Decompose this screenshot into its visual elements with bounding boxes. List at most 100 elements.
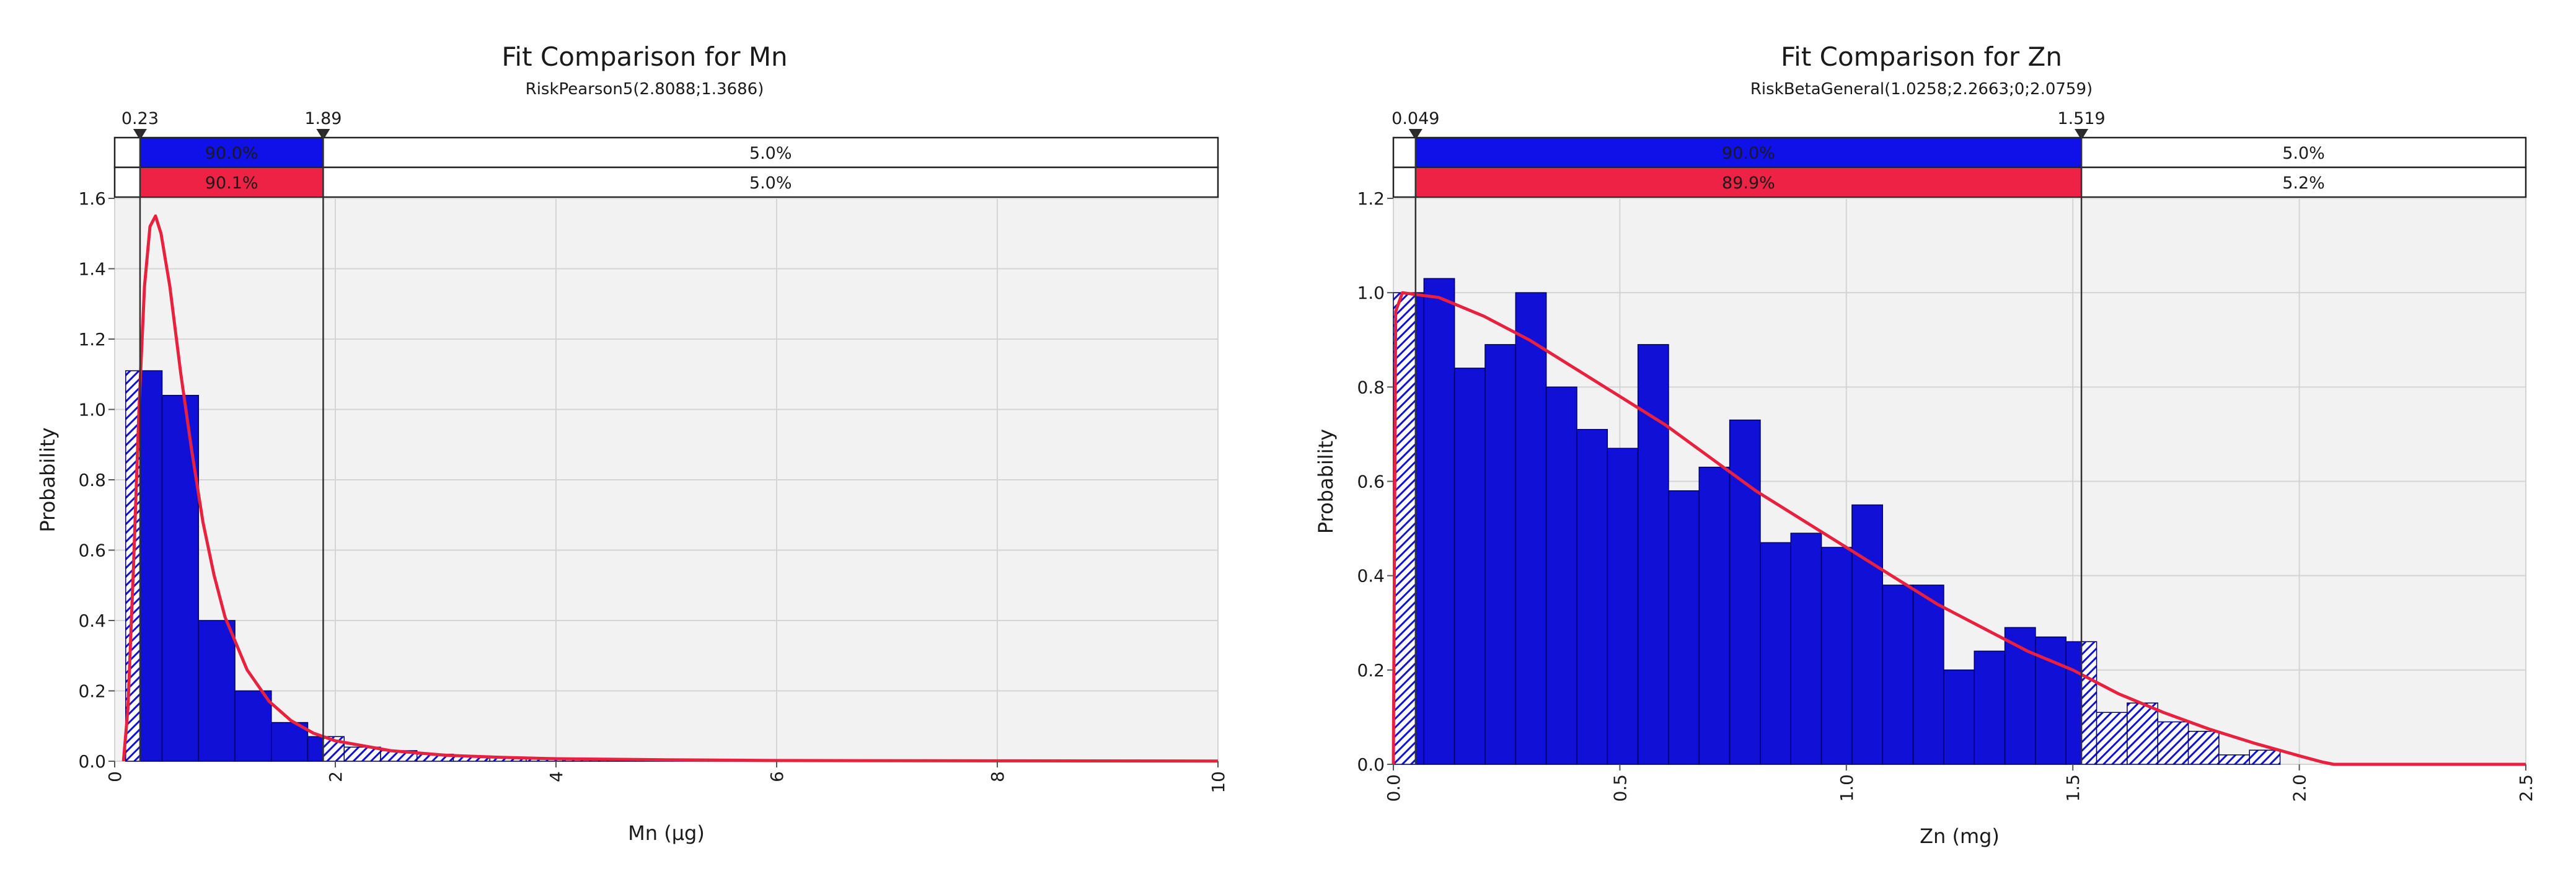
y-tick-label: 0.8 [78, 470, 106, 490]
histogram-bar [490, 758, 526, 761]
x-axis: 0.0 0.5 1.0 1.5 2.0 2.5 [1383, 764, 2536, 802]
histogram-bar [307, 736, 324, 761]
histogram-bar [1851, 505, 1883, 764]
band-red: 90.1% 5.0% [113, 166, 1219, 198]
x-tick-label: 2.0 [2290, 774, 2310, 802]
y-tick-label: 1.0 [1357, 283, 1385, 303]
histogram-bar [271, 722, 308, 761]
histogram-bar [198, 621, 236, 761]
x-tick-label: 6 [767, 771, 787, 782]
histogram-bar [1974, 651, 2005, 764]
x-axis-label: Zn (mg) [1920, 824, 2000, 848]
x-tick-label: 8 [987, 771, 1008, 782]
chart-zn: Fit Comparison for Zn RiskBetaGeneral(1.… [1314, 42, 2536, 848]
y-tick-label: 0.6 [1357, 472, 1385, 492]
y-tick-label: 0.4 [1357, 566, 1385, 586]
y-tick-label: 0.0 [78, 751, 106, 772]
histogram-bar [2188, 731, 2219, 764]
histogram-bar [1821, 547, 1852, 764]
x-tick-label: 1.0 [1837, 774, 1857, 802]
band-red-right-pct: 5.0% [749, 174, 792, 193]
band-red-fill [139, 168, 324, 197]
y-axis: 0.0 0.2 0.4 0.6 0.8 1.0 1.2 1.4 1.6 [78, 188, 115, 772]
band-blue-right-pct: 5.0% [749, 144, 792, 163]
band-red-right-pct: 5.2% [2282, 174, 2325, 193]
chart-mn: Fit Comparison for Mn RiskPearson5(2.808… [36, 42, 1228, 845]
marker-left-label: 0.23 [121, 109, 159, 128]
histogram-bar [2218, 754, 2250, 764]
x-tick-label: 0.5 [1610, 774, 1630, 802]
band-red: 89.9% 5.2% [1392, 166, 2527, 198]
histogram-bar [235, 691, 271, 761]
y-tick-label: 1.2 [78, 329, 106, 350]
y-axis-label: Probability [36, 427, 60, 532]
band-blue: 90.0% 5.0% [113, 136, 1219, 169]
x-tick-label: 2.5 [2516, 774, 2536, 802]
fit-curve [121, 214, 1219, 763]
band-blue-fill [139, 138, 324, 167]
band-blue-mid-pct: 90.0% [205, 144, 258, 163]
x-axis: 0 2 4 6 8 10 [105, 761, 1228, 793]
histogram-bar-outline [161, 395, 200, 762]
histogram-bar [1424, 278, 1455, 764]
fit-curve [1392, 291, 2526, 766]
band-blue-fill [1415, 138, 2082, 167]
x-axis-label: Mn (µg) [628, 821, 705, 845]
histogram-bar [1668, 490, 1700, 764]
histogram-bar [1607, 448, 1638, 764]
marker-right-label: 1.519 [2057, 109, 2105, 128]
band-blue: 90.0% 5.0% [1392, 136, 2527, 169]
histogram-bar [1393, 293, 1416, 765]
histogram-bar [2096, 712, 2127, 764]
chart-subtitle: RiskPearson5(2.8088;1.3686) [526, 80, 764, 99]
histogram-bar [1454, 368, 1485, 764]
histogram-bar [1515, 293, 1546, 765]
histogram-bar [344, 747, 381, 761]
x-tick-label: 0 [105, 771, 125, 782]
histogram-bar [1943, 669, 1975, 764]
histogram-bar [1699, 467, 1730, 764]
histogram-bar [2249, 750, 2280, 764]
histogram-bars [1393, 278, 2281, 765]
histogram-bar [1882, 585, 1913, 764]
histogram-bar [2127, 703, 2158, 764]
y-tick-label: 0.6 [78, 541, 106, 561]
grid-lines [114, 198, 1219, 762]
y-tick-label: 1.4 [78, 259, 106, 280]
x-tick-label: 2 [325, 771, 346, 782]
y-tick-label: 0.2 [78, 681, 106, 702]
y-tick-label: 1.2 [1357, 188, 1385, 209]
y-tick-label: 0.2 [1357, 660, 1385, 681]
x-tick-label: 4 [546, 771, 567, 782]
y-tick-label: 0.4 [78, 611, 106, 631]
histogram-bar [1484, 344, 1516, 764]
histogram-bar [2158, 722, 2189, 764]
histogram-bar [139, 371, 162, 761]
y-tick-label: 0.0 [1357, 754, 1385, 775]
histogram-bar [1415, 293, 1424, 765]
histogram-bar [1729, 420, 1760, 764]
histogram-bar-outline [2249, 749, 2281, 765]
histogram-bar [1576, 429, 1608, 764]
chart-subtitle: RiskBetaGeneral(1.0258;2.2663;0;2.0759) [1750, 80, 2093, 99]
histogram-bar [1913, 585, 1944, 764]
y-axis-label: Probability [1314, 429, 1338, 534]
histogram-bar [1791, 533, 1822, 764]
marker-right-label: 1.89 [304, 109, 342, 128]
band-red-fill [1415, 168, 2082, 197]
histogram-bar [1638, 344, 1669, 764]
chart-title: Fit Comparison for Mn [501, 42, 787, 72]
histogram-bar [2081, 642, 2097, 764]
chart-title: Fit Comparison for Zn [1781, 42, 2062, 72]
y-tick-label: 1.0 [78, 400, 106, 420]
band-red-mid-pct: 89.9% [1722, 174, 1775, 193]
histogram-bar [2066, 642, 2082, 764]
x-tick-label: 10 [1208, 771, 1228, 793]
marker-left-label: 0.049 [1392, 109, 1439, 128]
x-tick-label: 1.5 [2063, 774, 2083, 802]
histogram-bar-outline [2187, 730, 2220, 765]
histogram-bar [1546, 387, 1577, 764]
y-tick-label: 1.6 [78, 188, 106, 209]
histogram-bar [2005, 627, 2036, 764]
